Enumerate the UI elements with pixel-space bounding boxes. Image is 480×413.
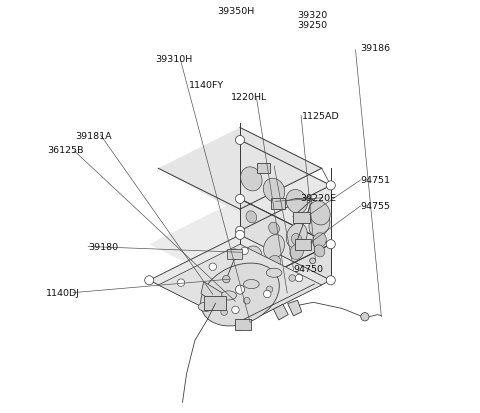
Polygon shape [240, 186, 331, 290]
Circle shape [236, 136, 244, 145]
Ellipse shape [201, 263, 279, 326]
Ellipse shape [291, 234, 302, 246]
Circle shape [243, 298, 250, 304]
Polygon shape [288, 301, 302, 316]
Ellipse shape [309, 202, 330, 225]
Ellipse shape [286, 224, 307, 248]
Text: 1140FY: 1140FY [189, 81, 224, 90]
Circle shape [232, 306, 239, 314]
Circle shape [236, 285, 244, 294]
Ellipse shape [267, 256, 281, 271]
FancyBboxPatch shape [204, 297, 226, 311]
Text: 39350H: 39350H [217, 7, 254, 16]
Text: 1125AD: 1125AD [302, 112, 340, 121]
Circle shape [361, 313, 369, 321]
Ellipse shape [312, 233, 326, 249]
Text: 39180: 39180 [88, 242, 118, 252]
Circle shape [241, 247, 248, 255]
Ellipse shape [243, 280, 259, 289]
Circle shape [266, 286, 273, 293]
Circle shape [326, 276, 336, 285]
Text: 39250: 39250 [297, 21, 327, 29]
Text: 94755: 94755 [360, 201, 391, 210]
Circle shape [229, 249, 240, 260]
Circle shape [223, 276, 230, 283]
Circle shape [264, 291, 271, 298]
Ellipse shape [290, 244, 303, 260]
Circle shape [236, 195, 244, 204]
Ellipse shape [198, 302, 214, 311]
Polygon shape [240, 244, 331, 326]
Ellipse shape [269, 223, 279, 235]
Circle shape [177, 279, 185, 287]
Text: 39320: 39320 [297, 12, 327, 21]
Ellipse shape [314, 245, 325, 257]
FancyBboxPatch shape [293, 212, 310, 224]
Ellipse shape [266, 268, 282, 278]
Text: 1140DJ: 1140DJ [46, 288, 80, 297]
Circle shape [209, 263, 216, 271]
FancyBboxPatch shape [271, 198, 285, 209]
Ellipse shape [246, 211, 257, 223]
Text: 39220E: 39220E [300, 194, 336, 203]
Circle shape [295, 275, 303, 282]
Circle shape [236, 227, 244, 236]
Text: 94750: 94750 [294, 265, 324, 273]
Polygon shape [201, 282, 222, 307]
Polygon shape [158, 128, 322, 214]
FancyBboxPatch shape [257, 164, 270, 174]
Circle shape [326, 181, 336, 190]
FancyBboxPatch shape [295, 240, 311, 251]
Circle shape [236, 321, 244, 330]
Text: 94751: 94751 [360, 175, 391, 184]
Polygon shape [158, 244, 322, 326]
Polygon shape [240, 141, 331, 244]
Polygon shape [240, 199, 331, 280]
Ellipse shape [286, 190, 308, 214]
Text: 39310H: 39310H [156, 55, 192, 64]
Circle shape [326, 240, 336, 249]
Ellipse shape [240, 167, 262, 192]
Circle shape [144, 276, 154, 285]
Circle shape [289, 275, 296, 282]
Ellipse shape [264, 235, 285, 260]
Circle shape [236, 231, 244, 240]
FancyBboxPatch shape [227, 249, 242, 259]
Ellipse shape [244, 267, 258, 282]
Text: 39181A: 39181A [75, 131, 111, 140]
Circle shape [221, 309, 228, 316]
Polygon shape [149, 199, 331, 290]
Ellipse shape [241, 247, 262, 271]
Ellipse shape [309, 212, 330, 237]
Text: 39186: 39186 [360, 44, 391, 53]
FancyBboxPatch shape [235, 319, 251, 330]
Circle shape [310, 259, 315, 264]
Text: 36125B: 36125B [48, 146, 84, 155]
Text: 1220HL: 1220HL [230, 93, 267, 102]
Polygon shape [274, 304, 288, 320]
Ellipse shape [264, 179, 285, 203]
Ellipse shape [221, 291, 237, 300]
Polygon shape [149, 235, 331, 326]
